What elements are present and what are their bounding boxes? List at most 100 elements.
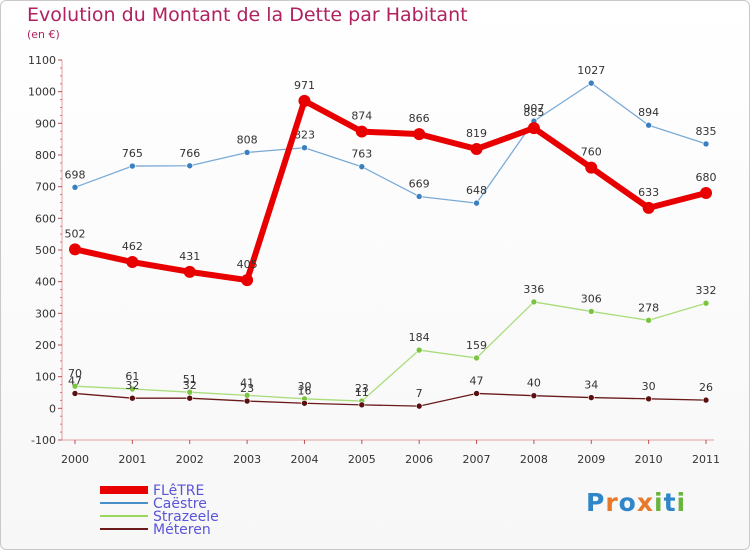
x-tick-label: 2005 xyxy=(348,453,376,466)
x-tick-label: 2007 xyxy=(463,453,491,466)
legend-label: Méteren xyxy=(153,522,211,538)
data-label: 502 xyxy=(65,227,86,240)
x-tick-label: 2000 xyxy=(61,453,89,466)
logo-letter: r xyxy=(605,488,619,517)
data-label: 47 xyxy=(68,374,82,387)
data-point xyxy=(700,187,712,199)
y-tick-label: 700 xyxy=(35,181,56,194)
data-label: 1027 xyxy=(577,64,605,77)
data-label: 16 xyxy=(297,384,311,397)
data-point xyxy=(298,94,311,107)
logo-letter: x xyxy=(636,488,654,517)
legend-label: Strazeele xyxy=(153,509,219,525)
x-tick-label: 2001 xyxy=(118,453,146,466)
data-label: 766 xyxy=(179,147,200,160)
y-tick-label: 1000 xyxy=(28,86,56,99)
data-point xyxy=(645,316,652,324)
data-point xyxy=(473,199,480,207)
data-point xyxy=(241,274,254,287)
data-label: 40 xyxy=(527,377,541,390)
data-label: 336 xyxy=(523,283,544,296)
legend-item-strazeele: Strazeele xyxy=(100,509,300,525)
data-point xyxy=(243,149,251,156)
data-point xyxy=(71,184,79,191)
data-point xyxy=(702,299,710,307)
logo-letter: i xyxy=(654,488,664,517)
data-label: 23 xyxy=(240,382,254,395)
data-label: 885 xyxy=(523,106,544,119)
data-label: 11 xyxy=(355,386,369,399)
y-tick-label: 200 xyxy=(35,339,56,352)
data-point xyxy=(301,144,308,152)
data-label: 70 xyxy=(68,367,82,380)
y-tick-label: -100 xyxy=(31,434,56,447)
data-point xyxy=(183,265,196,278)
data-point xyxy=(587,308,595,315)
x-tick-label: 2003 xyxy=(233,453,261,466)
legend-label: Caëstre xyxy=(153,496,207,512)
data-point xyxy=(473,390,480,397)
data-label: 760 xyxy=(581,146,602,159)
data-point xyxy=(473,354,480,362)
data-label: 462 xyxy=(122,240,143,253)
data-point xyxy=(530,298,538,306)
data-label: 648 xyxy=(466,184,487,197)
data-point xyxy=(415,193,423,200)
data-point xyxy=(642,201,655,214)
data-point xyxy=(415,346,423,354)
data-label: 874 xyxy=(351,110,372,123)
data-point xyxy=(470,142,483,155)
data-label: 184 xyxy=(409,331,430,344)
data-label: 405 xyxy=(237,258,258,271)
y-tick-label: 600 xyxy=(35,212,56,225)
data-label: 698 xyxy=(65,168,86,181)
chart-subtitle: (en €) xyxy=(27,28,60,41)
data-point xyxy=(69,243,81,256)
data-label: 332 xyxy=(696,284,717,297)
data-point xyxy=(358,163,366,171)
logo-letter: P xyxy=(586,488,606,517)
y-tick-label: 900 xyxy=(35,117,56,130)
data-label: 907 xyxy=(523,102,544,115)
data-point xyxy=(645,395,652,403)
data-point xyxy=(129,385,136,393)
data-label: 30 xyxy=(297,380,311,393)
data-point xyxy=(587,79,595,87)
chart-legend: FLêTRE Caëstre Strazeele Méteren xyxy=(100,483,300,538)
y-tick-label: 400 xyxy=(35,276,56,289)
series-line-0 xyxy=(74,97,707,284)
data-point xyxy=(413,128,426,141)
y-tick-label: 800 xyxy=(35,149,56,162)
data-label: 765 xyxy=(122,147,143,160)
y-tick-label: 300 xyxy=(35,307,56,320)
data-point xyxy=(126,256,139,269)
data-label: 23 xyxy=(355,382,369,395)
x-tick-label: 2010 xyxy=(635,453,663,466)
data-label: 669 xyxy=(409,177,430,190)
data-label: 835 xyxy=(696,125,717,138)
data-label: 30 xyxy=(642,380,656,393)
data-label: 26 xyxy=(699,381,713,394)
data-label: 819 xyxy=(466,127,487,140)
x-tick-label: 2011 xyxy=(692,453,720,466)
data-point xyxy=(243,397,251,405)
legend-swatch xyxy=(100,486,148,494)
legend-label: FLêTRE xyxy=(153,483,205,499)
data-label: 278 xyxy=(638,301,659,314)
logo-letter: i xyxy=(676,488,687,517)
logo-letter: t xyxy=(663,488,677,517)
data-point xyxy=(129,162,136,170)
data-label: 7 xyxy=(416,387,423,400)
series-line-2 xyxy=(74,301,707,402)
y-tick-label: 500 xyxy=(35,244,56,257)
data-label: 866 xyxy=(409,112,430,125)
y-tick-label: 1100 xyxy=(28,54,56,67)
data-point xyxy=(71,382,79,390)
legend-item-meteren: Méteren xyxy=(100,522,300,538)
legend-item-caestre: Caëstre xyxy=(100,496,300,512)
x-tick-label: 2008 xyxy=(520,453,548,466)
data-point xyxy=(186,162,194,170)
data-point xyxy=(358,401,366,409)
